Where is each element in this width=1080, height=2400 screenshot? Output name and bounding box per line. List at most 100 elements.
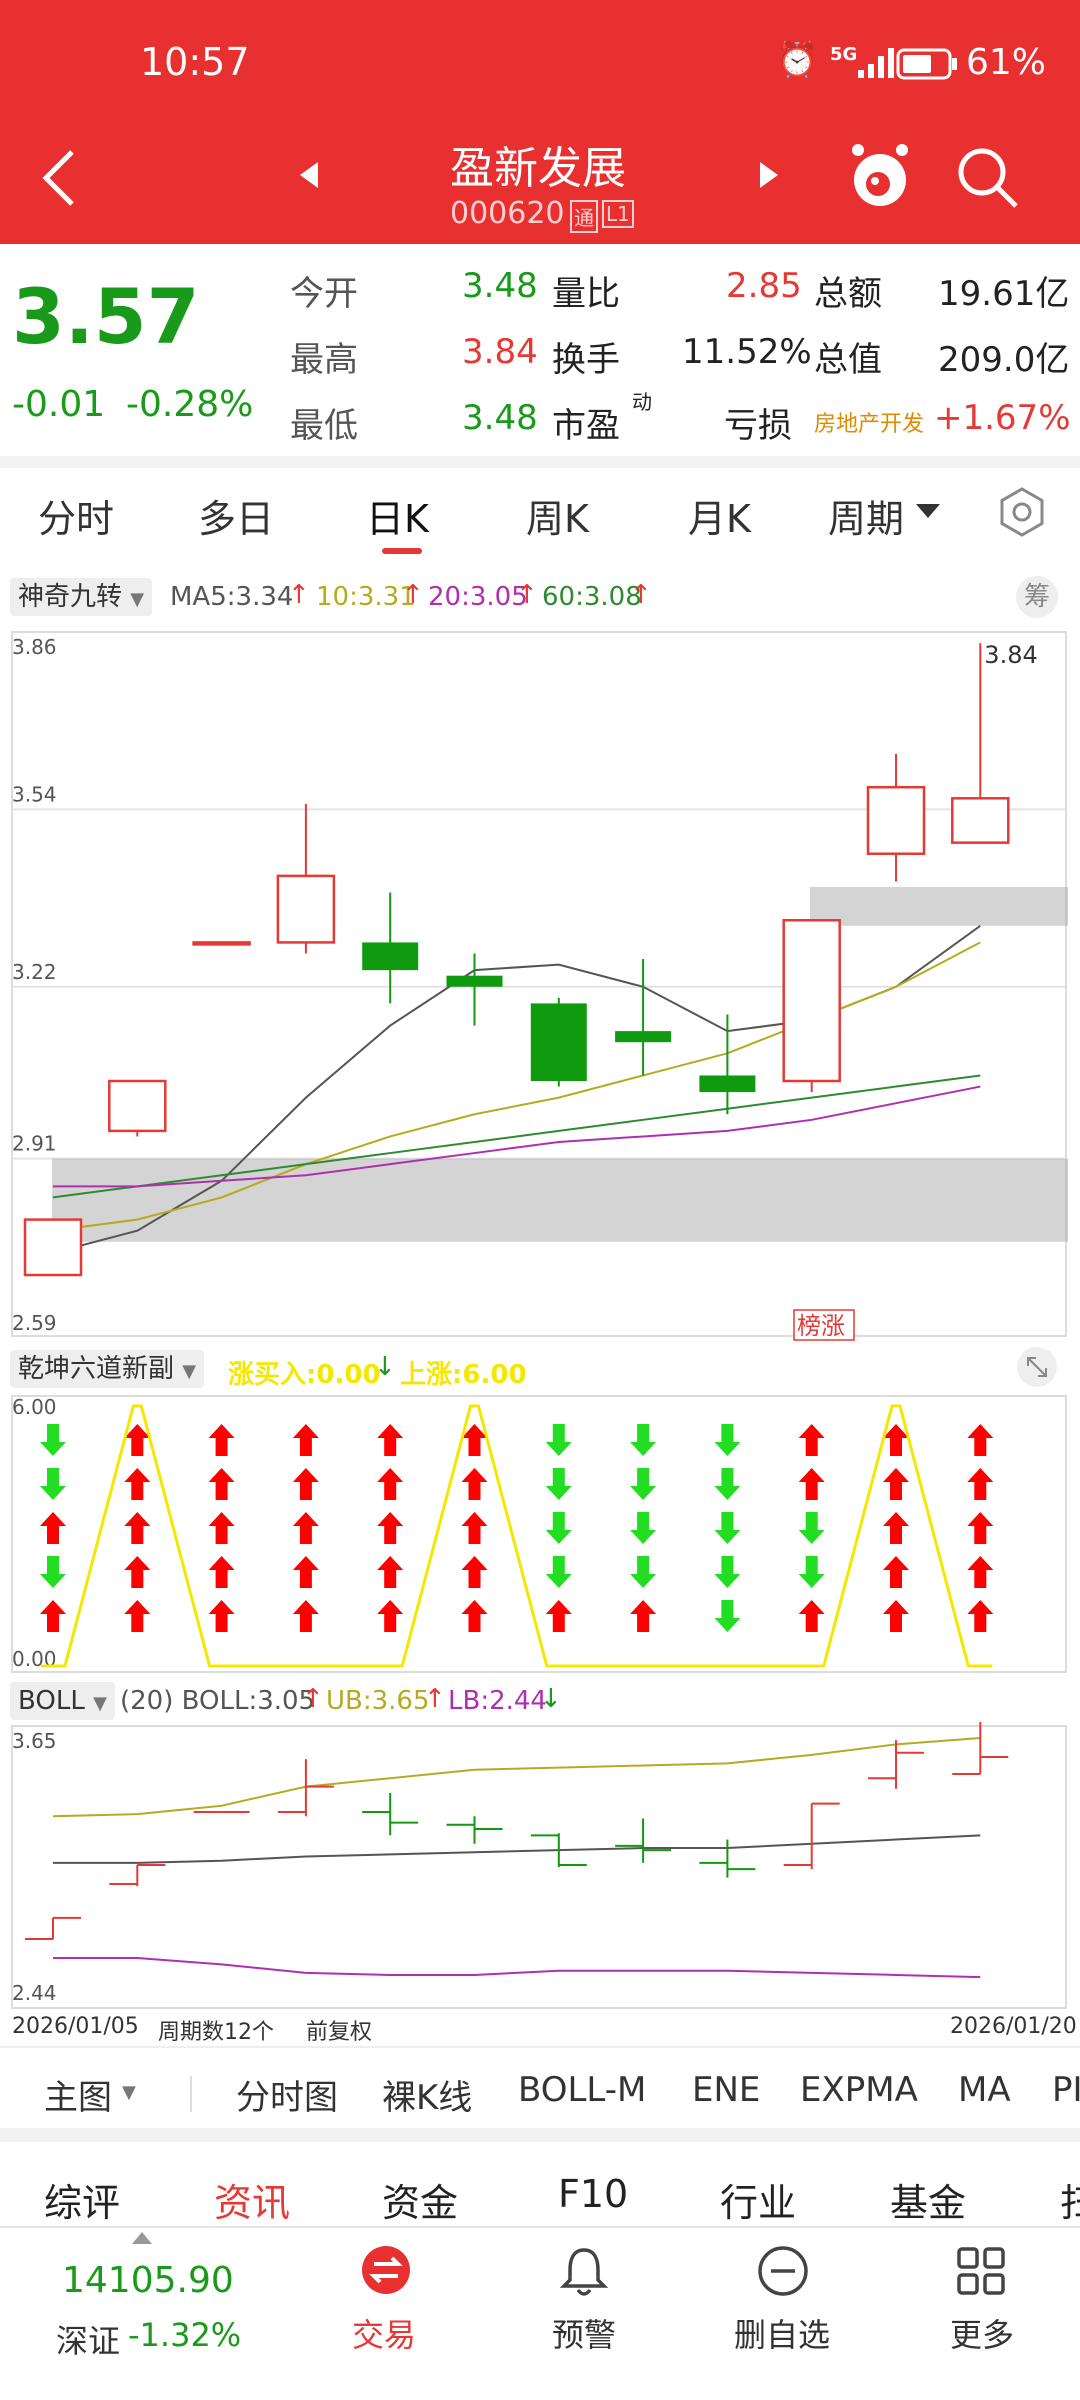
axis-start-date: 2026/01/05: [12, 2014, 139, 2039]
indicator-expma[interactable]: EXPMA: [800, 2070, 918, 2110]
tab-weekly-k[interactable]: 周K: [526, 497, 589, 541]
tab-fund[interactable]: 基金: [890, 2181, 967, 2225]
tab-f10[interactable]: F10: [558, 2172, 629, 2216]
signal-arrow-up: [883, 1600, 909, 1632]
main-chart-selector[interactable]: 主图: [44, 2078, 112, 2118]
indicator-ma[interactable]: MA: [958, 2070, 1011, 2110]
boll-mid-label: (20) BOLL:3.05: [120, 1686, 316, 1716]
tab-period[interactable]: 周期: [828, 497, 905, 541]
index-change: -1.32%: [128, 2316, 242, 2354]
indicator-selector[interactable]: 神奇九转 ▼: [10, 578, 153, 616]
high-value: 3.84: [462, 332, 538, 372]
y-tick-label: 6.00: [12, 1395, 57, 1419]
sub-indicator-chart[interactable]: 6.000.00: [0, 1390, 1080, 1676]
sub-indicator-selector[interactable]: 乾坤六道新副 ▼: [10, 1350, 205, 1388]
signal-arrow-up: [292, 1600, 319, 1632]
candle-body: [866, 785, 926, 855]
signal-arrow-up: [883, 1556, 909, 1588]
tab-more-cut[interactable]: 扫: [1060, 2181, 1080, 2225]
candle-body: [276, 874, 336, 944]
indicator-bare-k[interactable]: 裸K线: [382, 2078, 473, 2118]
rise-label: 上涨:6.00: [400, 1360, 527, 1390]
candlestick-chart[interactable]: 3.86 3.54 3.22 2.91 2.59 3.84 榜涨: [0, 618, 1080, 1342]
signal-arrow-up: [292, 1512, 319, 1544]
back-icon[interactable]: [40, 148, 80, 208]
price-change: -0.01: [12, 384, 106, 425]
bell-icon[interactable]: [558, 2244, 610, 2300]
tab-daily-k[interactable]: 日K: [366, 497, 429, 541]
boll-selector[interactable]: BOLL ▼: [10, 1682, 115, 1720]
expand-icon[interactable]: [1016, 1346, 1058, 1388]
low-value: 3.48: [462, 398, 538, 438]
signal-arrow-up: [461, 1424, 488, 1456]
settings-icon[interactable]: [996, 486, 1048, 538]
grid-icon[interactable]: [956, 2246, 1006, 2296]
sub-indicator-name: 乾坤六道新副: [18, 1354, 175, 1384]
badge-tong: 通: [570, 200, 598, 233]
tab-comment[interactable]: 综评: [44, 2181, 121, 2225]
signal-arrow-up: [545, 1600, 572, 1632]
battery-icon: [896, 48, 957, 80]
signal-arrow-up: [798, 1424, 825, 1456]
caret-up-icon: [132, 2232, 152, 2244]
chip-distribution-button[interactable]: 筹: [1016, 576, 1058, 618]
signal-arrow-down: [798, 1512, 825, 1544]
trade-icon[interactable]: [360, 2244, 412, 2296]
indicator-ene[interactable]: ENE: [692, 2070, 761, 2110]
y-tick-label: 3.22: [12, 960, 57, 984]
network-label: 5G: [830, 44, 858, 65]
nav-alert[interactable]: 预警: [552, 2316, 617, 2354]
ma20-arrow: ↑: [516, 580, 538, 610]
industry-change[interactable]: +1.67%: [934, 398, 1071, 438]
signal-arrow-up: [967, 1468, 994, 1500]
signal-arrow-up: [377, 1512, 404, 1544]
signal-arrow-down: [40, 1556, 66, 1588]
tab-news[interactable]: 资讯: [214, 2181, 291, 2225]
signal-arrow-up: [883, 1512, 909, 1544]
signal-arrow-up: [798, 1468, 825, 1500]
indicator-pi[interactable]: PI: [1052, 2070, 1080, 2110]
board-badge: [793, 1309, 855, 1341]
y-tick-label: 2.44: [12, 1981, 57, 2005]
ma-line-20: [52, 1074, 981, 1199]
indicator-boll-m[interactable]: BOLL-M: [518, 2070, 647, 2110]
chevron-down-icon: [916, 504, 940, 518]
candle-body: [446, 975, 503, 987]
next-stock-icon[interactable]: [758, 160, 780, 190]
stock-name: 盈新发展: [450, 143, 626, 194]
buy-signal-arrow: ↓: [374, 1352, 396, 1382]
market-cap-label: 总值: [814, 340, 882, 380]
indicator-intraday[interactable]: 分时图: [236, 2078, 338, 2118]
index-value[interactable]: 14105.90: [62, 2260, 234, 2301]
signal-arrow-up: [967, 1556, 994, 1588]
remove-watchlist-icon[interactable]: [756, 2244, 810, 2298]
nav-remove-watchlist[interactable]: 删自选: [734, 2316, 831, 2354]
signal-arrow-up: [630, 1600, 657, 1632]
signal-arrow-up: [292, 1556, 319, 1588]
prev-stock-icon[interactable]: [298, 160, 320, 190]
search-icon[interactable]: [956, 146, 1020, 210]
candle-body: [192, 941, 251, 946]
tab-multiday[interactable]: 多日: [198, 497, 275, 541]
ma10-arrow: ↑: [402, 580, 424, 610]
tab-monthly-k[interactable]: 月K: [688, 497, 751, 541]
nav-more[interactable]: 更多: [950, 2316, 1015, 2354]
axis-adjust-mode[interactable]: 前复权: [306, 2020, 373, 2045]
tab-funds[interactable]: 资金: [382, 2181, 459, 2225]
candle-body: [530, 1003, 587, 1082]
nav-trade[interactable]: 交易: [352, 2316, 417, 2354]
candle-body: [782, 919, 841, 1083]
signal-arrow-up: [377, 1424, 404, 1456]
boll-chart[interactable]: 3.65 2.44: [0, 1722, 1080, 2012]
candle-body: [699, 1075, 756, 1093]
chart-frame: [11, 1395, 1067, 1673]
divider: [190, 2076, 192, 2112]
tab-industry[interactable]: 行业: [720, 2181, 797, 2225]
signal-arrow-up: [208, 1424, 235, 1456]
pe-value: 亏损: [724, 406, 792, 446]
axis-end-date: 2026/01/20: [950, 2014, 1077, 2039]
mascot-icon[interactable]: [848, 140, 912, 210]
tab-intraday[interactable]: 分时: [38, 497, 115, 541]
signal-arrow-up: [967, 1600, 994, 1632]
signal-arrow-down: [545, 1556, 572, 1588]
